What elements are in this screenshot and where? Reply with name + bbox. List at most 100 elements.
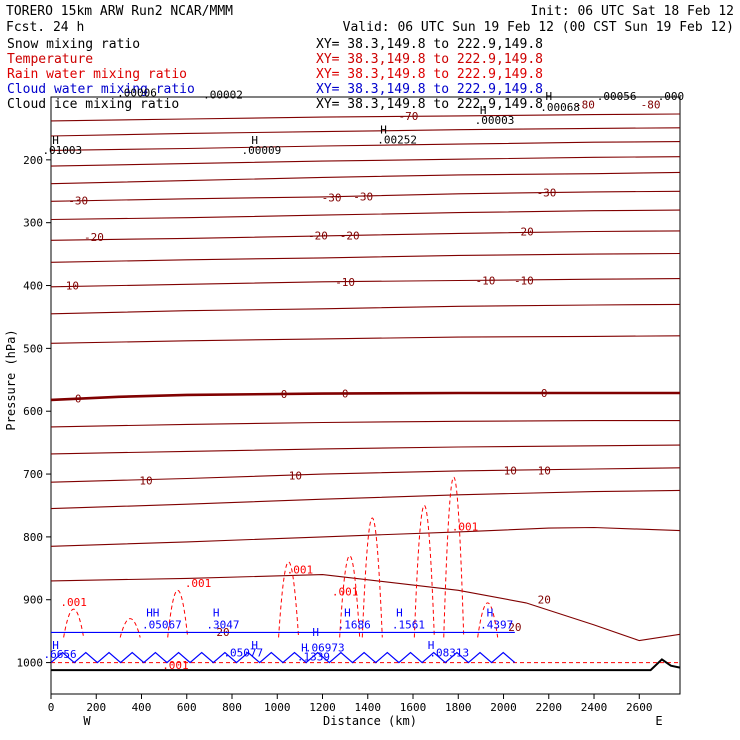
contour-label: -10 <box>475 274 495 287</box>
cloud-water-bottom <box>50 651 516 664</box>
isotherm--30 <box>50 190 681 202</box>
rain-label: .001 <box>185 577 212 590</box>
contour-label: -30 <box>537 187 557 200</box>
plot-frame <box>50 96 681 695</box>
contour-label: 10 <box>504 464 517 477</box>
x-tick-label: 1200 <box>309 701 336 714</box>
rain-plume <box>278 561 300 638</box>
cloud-water-contours: HH.05067H.3047H.1686H.1561H.4397H.6656H.… <box>43 607 516 664</box>
isotherm--50 <box>50 156 681 167</box>
isotherm--15 <box>50 252 681 263</box>
x-tick-label: 2000 <box>490 701 517 714</box>
cloud-ice-label: H <box>545 90 552 103</box>
cloud-water-label: H <box>487 607 494 620</box>
cloud-ice-label: .00003 <box>475 114 515 127</box>
cloud-ice-label: .00056 <box>597 90 637 103</box>
contour-label: -10 <box>514 274 534 287</box>
rain-plume <box>413 504 435 638</box>
cloud-water-label: .06973 <box>305 641 345 654</box>
isotherm--70 <box>50 127 681 137</box>
valid-label: Valid: 06 UTC Sun 19 Feb 12 (00 CST Sun … <box>343 20 734 35</box>
cloud-ice-label: H <box>480 104 487 117</box>
isotherm--40 <box>50 171 681 185</box>
contour-label: 0 <box>342 388 349 401</box>
x-tick-label: 1400 <box>355 701 382 714</box>
temperature-labels: -70 -80 -80 -30 -30 -30 -30 -20 -20 -20 -20 -10 -10 -… <box>59 99 660 639</box>
cloud-water-label: HH <box>146 607 159 620</box>
cloud-ice-label: H <box>251 134 258 147</box>
isotherm--60 <box>50 141 681 151</box>
cloud-water-label: H <box>52 639 59 652</box>
cloud-water-label: .6656 <box>43 648 76 661</box>
rain-plume <box>361 517 383 638</box>
contour-label: -20 <box>514 225 534 238</box>
cloud-water-label: .05077 <box>223 646 263 659</box>
field-name-3: Cloud water mixing ratio <box>7 82 195 97</box>
y-tick-label: 1000 <box>17 657 44 670</box>
cloud-water-label: H <box>396 607 403 620</box>
model-label: TORERO 15km ARW Run2 NCAR/MMM <box>6 4 233 19</box>
contour-label: 10 <box>289 469 302 482</box>
cloud-water-label: H <box>344 607 351 620</box>
contour-label: 0 <box>75 393 82 406</box>
cloud-water-label: .08313 <box>429 646 469 659</box>
contour-label: 20 <box>508 621 521 634</box>
rain-label: .001 <box>60 596 87 609</box>
rain-label: .001 <box>452 521 479 534</box>
rain-water-contours: .001 .001 .001 .001 .001 .001 <box>51 476 680 672</box>
y-tick-label: 700 <box>23 468 43 481</box>
contour-label: -10 <box>59 280 79 293</box>
isotherm--20 <box>50 230 681 241</box>
x-axis-title: Distance (km) <box>323 714 417 728</box>
cloud-water-label: H <box>251 639 258 652</box>
y-axis: 200 300 400 500 600 700 800 900 1000 <box>17 154 51 670</box>
cloud-ice-label: .00252 <box>377 134 417 147</box>
east-label: E <box>655 714 662 728</box>
cloud-water-label: .3047 <box>206 619 239 632</box>
contour-label: -20 <box>340 229 360 242</box>
field-legend: Snow mixing ratio XY= 38.3,149.8 to 222.9… <box>7 37 543 112</box>
cloud-water-label: .05067 <box>142 619 182 632</box>
contour-label: -30 <box>353 190 373 203</box>
x-tick-label: 1800 <box>445 701 472 714</box>
isotherm-3 <box>50 420 680 428</box>
contour-label: 10 <box>139 474 152 487</box>
x-tick-label: 600 <box>177 701 197 714</box>
x-tick-label: 1000 <box>264 701 291 714</box>
cloud-water-label: H <box>213 607 220 620</box>
contour-label: -20 <box>84 231 104 244</box>
cloud-water-label: .1686 <box>338 619 371 632</box>
isotherm-10 <box>50 467 681 483</box>
init-label: Init: 06 UTC Sat 18 Feb 12 <box>531 4 735 19</box>
y-axis-title: Pressure (hPa) <box>4 329 18 430</box>
cloud-ice-label: .01003 <box>42 144 82 157</box>
field-name-1: Temperature <box>7 52 93 67</box>
cloud-ice-label: H <box>380 123 387 136</box>
x-tick-label: 0 <box>48 701 55 714</box>
isotherm--2 <box>50 335 681 344</box>
contour-label: -30 <box>322 192 342 205</box>
field-xy-1: XY= 38.3,149.8 to 222.9,149.8 <box>316 52 543 67</box>
terrain-surface <box>51 658 681 672</box>
rain-plume <box>477 602 499 638</box>
cloud-water-label: .1339 <box>297 651 330 664</box>
cloud-ice-label: .000 <box>658 90 685 103</box>
contour-label: -20 <box>308 229 328 242</box>
y-tick-label: 400 <box>23 280 43 293</box>
x-tick-label: 2200 <box>536 701 563 714</box>
field-name-4: Cloud ice mixing ratio <box>7 97 179 112</box>
cloud-water-label: H <box>428 639 435 652</box>
y-tick-label: 900 <box>23 594 43 607</box>
rain-plume <box>443 476 465 638</box>
terrain-line <box>51 658 681 672</box>
field-xy-4: XY= 38.3,149.8 to 222.9,149.8 <box>316 97 543 112</box>
contour-label: -70 <box>399 110 419 123</box>
temperature-isotherms <box>50 113 681 642</box>
cloud-ice-label: H <box>52 134 59 147</box>
cloud-water-label: H <box>301 641 308 654</box>
field-name-0: Snow mixing ratio <box>7 37 140 52</box>
contour-label: -80 <box>641 99 661 112</box>
isotherm-15 <box>50 489 681 510</box>
cloud-water-label: H <box>312 626 319 639</box>
y-tick-label: 500 <box>23 342 43 355</box>
